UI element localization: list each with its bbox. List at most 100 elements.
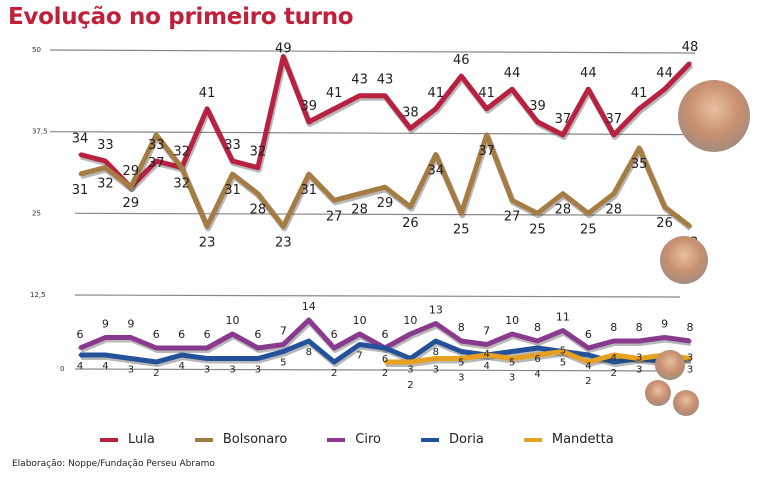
data-point xyxy=(459,350,463,353)
data-point xyxy=(536,346,539,350)
data-label: 39 xyxy=(300,99,317,114)
data-point xyxy=(637,146,641,150)
data-label: 2 xyxy=(382,368,388,379)
data-label: 32 xyxy=(97,177,114,192)
mandetta-photo xyxy=(673,390,699,416)
data-label: 3 xyxy=(229,365,235,376)
data-label: 7 xyxy=(280,325,287,338)
data-point xyxy=(78,353,82,357)
data-label: 6 xyxy=(254,328,261,341)
data-label: 44 xyxy=(656,66,673,81)
data-label: 3 xyxy=(687,353,693,364)
data-point xyxy=(281,55,285,59)
data-label: 23 xyxy=(199,235,216,250)
data-label: 14 xyxy=(302,300,316,313)
data-label: 29 xyxy=(123,196,140,211)
data-point xyxy=(129,357,133,360)
data-label: 8 xyxy=(687,321,694,334)
data-label: 9 xyxy=(102,318,109,331)
data-label: 7 xyxy=(356,351,362,362)
y-tick-label: 12,5 xyxy=(30,291,46,299)
data-point xyxy=(688,357,692,360)
data-label: 25 xyxy=(580,222,597,237)
data-label: 8 xyxy=(636,321,643,334)
data-label: 2 xyxy=(611,368,617,379)
data-point xyxy=(510,357,514,360)
data-label: 10 xyxy=(353,314,367,327)
data-label: 6 xyxy=(204,328,211,341)
data-label: 25 xyxy=(453,222,470,237)
data-label: 26 xyxy=(656,216,673,231)
data-label: 44 xyxy=(504,66,521,81)
data-label: 33 xyxy=(148,138,165,153)
data-point xyxy=(408,332,412,336)
data-label: 8 xyxy=(433,347,439,358)
data-label: 26 xyxy=(402,216,419,231)
data-point xyxy=(332,198,336,202)
data-point xyxy=(612,339,616,343)
data-point xyxy=(103,336,107,339)
data-point xyxy=(536,339,539,343)
data-point xyxy=(612,133,616,137)
data-label: 28 xyxy=(351,203,368,218)
legend-swatch xyxy=(523,437,542,442)
data-label: 4 xyxy=(611,353,617,364)
data-point xyxy=(485,133,489,137)
data-point xyxy=(358,94,362,98)
data-label: 3 xyxy=(128,365,134,376)
data-label: 41 xyxy=(428,86,445,101)
data-point xyxy=(103,353,107,357)
data-point xyxy=(561,329,565,332)
data-point xyxy=(536,120,539,124)
data-point xyxy=(307,172,311,176)
data-point xyxy=(637,357,641,360)
data-label: 6 xyxy=(534,354,540,365)
data-point xyxy=(459,357,463,360)
data-point xyxy=(231,172,234,176)
data-label: 28 xyxy=(250,203,267,218)
data-label: 29 xyxy=(377,196,394,211)
data-label: 46 xyxy=(453,53,470,68)
data-point xyxy=(103,166,107,170)
data-point xyxy=(434,107,438,111)
data-point xyxy=(510,198,514,202)
legend: Lula Bolsonaro Ciro Doria Mandetta xyxy=(100,432,654,447)
data-point xyxy=(561,350,565,353)
data-point xyxy=(536,211,539,215)
data-label: 11 xyxy=(556,311,570,324)
gridline xyxy=(74,368,681,372)
data-label: 4 xyxy=(77,361,83,372)
data-point xyxy=(612,360,616,364)
data-label: 28 xyxy=(605,203,622,218)
legend-label: Doria xyxy=(448,432,484,447)
data-label: 10 xyxy=(505,314,519,327)
data-label: 8 xyxy=(458,321,465,334)
data-point xyxy=(154,360,158,364)
data-point xyxy=(256,166,260,170)
data-point xyxy=(307,318,311,322)
data-point xyxy=(256,346,260,350)
data-point xyxy=(103,159,107,163)
data-point xyxy=(586,360,590,364)
doria-photo xyxy=(645,380,671,406)
data-label: 27 xyxy=(326,209,343,224)
data-label: 4 xyxy=(585,361,591,372)
legend-label: Bolsonaro xyxy=(222,432,288,447)
y-tick-label: 25 xyxy=(32,209,41,217)
data-label: 2 xyxy=(585,376,591,387)
data-point xyxy=(510,350,514,353)
data-label: 5 xyxy=(509,358,515,369)
data-point xyxy=(408,357,412,360)
data-label: 4 xyxy=(483,349,489,360)
data-point xyxy=(485,107,489,111)
data-point xyxy=(510,332,514,336)
data-label: 3 xyxy=(204,365,210,376)
data-point xyxy=(358,332,362,336)
data-point xyxy=(561,133,565,137)
data-label: 4 xyxy=(483,361,489,372)
data-label: 6 xyxy=(153,328,160,341)
data-label: 10 xyxy=(226,314,240,327)
data-point xyxy=(408,360,412,364)
bolsonaro-photo xyxy=(660,236,708,284)
